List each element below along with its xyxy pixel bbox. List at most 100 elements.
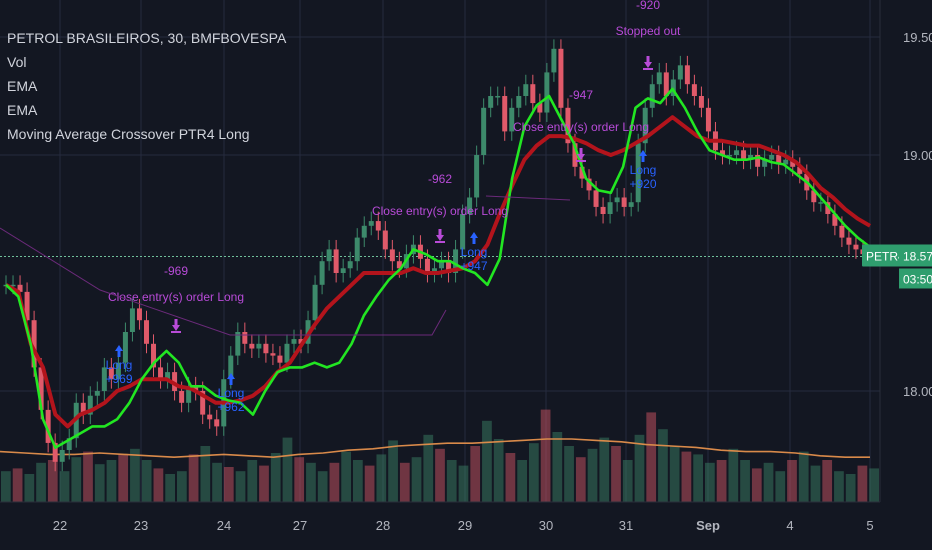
volume-bar	[188, 454, 199, 502]
candle-body	[333, 249, 339, 273]
legend-ema-2[interactable]: EMA	[7, 102, 38, 118]
volume-bar	[399, 462, 410, 502]
candle-body	[270, 353, 276, 356]
stop1-value: -920	[636, 0, 660, 12]
candle-body	[143, 320, 149, 344]
candle-body	[298, 339, 304, 344]
candle-body	[108, 367, 114, 380]
legend-ema-1[interactable]: EMA	[7, 78, 38, 94]
candle-body	[474, 155, 480, 198]
axes: 19.50 19.00 18.00 22 23 24 27 28 29 30 31 Sep 4 5 PETR…	[0, 0, 932, 533]
candle-body	[52, 442, 58, 462]
candle-body	[389, 249, 395, 262]
volume-bar	[775, 471, 786, 502]
legend-vol[interactable]: Vol	[7, 54, 27, 70]
candle-body	[656, 72, 662, 85]
candle-body	[642, 107, 648, 144]
candle-body	[607, 202, 613, 214]
volume-bar	[505, 453, 516, 502]
volume-bar	[587, 448, 598, 502]
candle-body	[284, 343, 290, 363]
volume-bar	[282, 437, 293, 502]
volume-bar	[611, 446, 621, 502]
candle-body	[277, 355, 283, 363]
volume-bar	[634, 434, 645, 502]
stop1-label: Stopped out	[616, 24, 681, 38]
volume-bar	[446, 460, 457, 502]
candle-body	[396, 261, 402, 269]
candle-body	[663, 72, 669, 96]
legend-symbol[interactable]: PETROL BRASILEIROS, 30, BMFBOVESPA	[7, 30, 287, 46]
volume-bar	[141, 460, 152, 502]
volume-bar	[200, 446, 211, 502]
time-tick-label: 28	[376, 518, 390, 533]
time-tick-label: 23	[134, 518, 148, 533]
candle-body	[649, 84, 655, 108]
candle-body	[193, 386, 199, 391]
candle-body	[719, 150, 725, 155]
long4-label: Long	[630, 163, 657, 177]
candle-body	[45, 409, 51, 443]
volume-bar	[71, 457, 82, 502]
candle-body	[516, 96, 522, 108]
volume-bar	[845, 474, 856, 502]
candle-body	[509, 107, 515, 132]
volume-bar	[716, 460, 727, 502]
volume-bar	[540, 409, 551, 502]
volume-bar	[259, 465, 269, 502]
time-tick-label: 5	[866, 518, 873, 533]
time-tick-label: 4	[786, 518, 793, 533]
close-arrow-icon	[577, 148, 585, 160]
volume-bar	[575, 457, 586, 502]
candle-body	[24, 291, 30, 321]
candle-body	[59, 450, 65, 462]
close-arrow-icon	[172, 319, 180, 331]
candle-body	[565, 107, 571, 144]
candle-body	[151, 343, 157, 368]
grid	[0, 0, 880, 502]
candle-body	[495, 96, 501, 98]
candle-body	[467, 197, 473, 214]
candle-body	[439, 261, 445, 269]
candle-body	[579, 166, 585, 179]
volume-bar	[599, 437, 610, 502]
volume-bar	[517, 460, 527, 502]
candle-body	[291, 339, 297, 344]
candle-body	[263, 343, 269, 354]
long3-value: +947	[460, 259, 487, 273]
long-arrow-icon	[470, 232, 478, 244]
candle-body	[17, 284, 23, 292]
candle-body	[600, 206, 606, 214]
volume-bar	[423, 434, 434, 502]
candle-body	[811, 190, 817, 203]
ema-lines	[5, 87, 871, 449]
candle-body	[228, 355, 234, 380]
candle-body	[460, 214, 466, 250]
candle-body	[347, 261, 353, 269]
candle-body	[544, 72, 550, 113]
volume-bar	[529, 443, 539, 502]
candle-body	[446, 261, 452, 273]
volume-bar	[177, 471, 187, 502]
trade-path-line	[485, 195, 571, 201]
candle-body	[31, 320, 37, 368]
last-price-label: 18.57	[903, 249, 932, 263]
candle-body	[677, 65, 683, 80]
volume-bar	[658, 429, 668, 502]
candle-body	[783, 159, 789, 165]
candle-body	[122, 332, 128, 363]
candle-body	[846, 237, 852, 245]
legend-strategy[interactable]: Moving Average Crossover PTR4 Long	[7, 126, 250, 142]
candle-body	[481, 107, 487, 155]
candle-body	[593, 190, 599, 207]
volume-bar	[329, 462, 340, 502]
volume-bar	[153, 468, 164, 502]
candle-body	[129, 308, 135, 332]
candle-body	[762, 159, 768, 167]
volume-bar	[294, 457, 305, 502]
volume-bar	[388, 440, 398, 502]
candle-body	[249, 343, 255, 349]
volume-bar	[857, 465, 868, 502]
volume-bar	[470, 446, 481, 502]
